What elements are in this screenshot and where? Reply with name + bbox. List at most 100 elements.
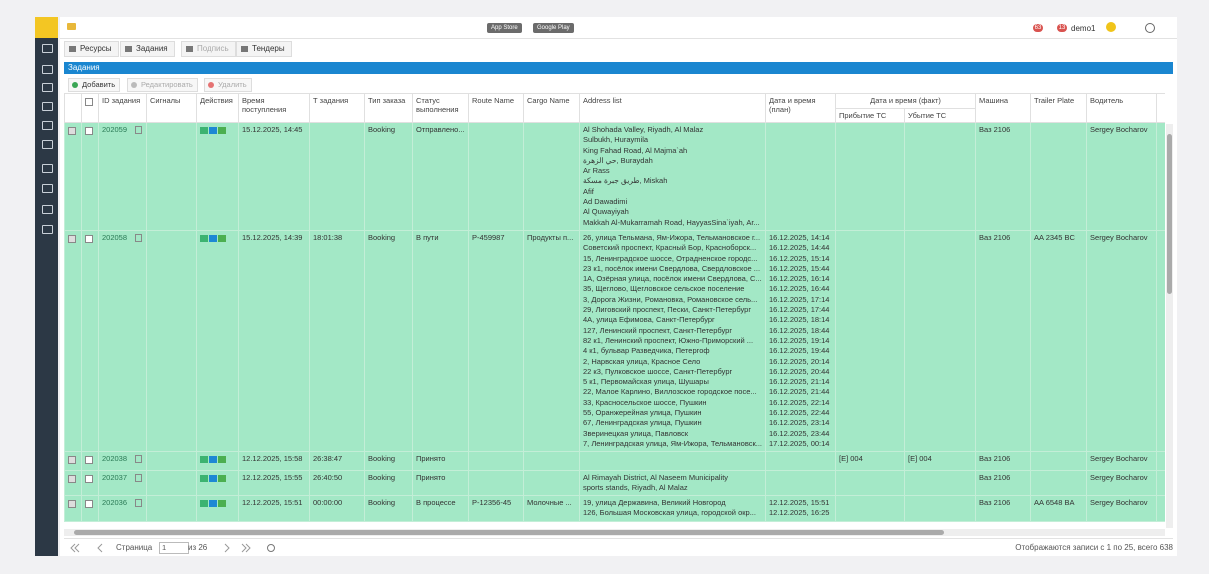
action-icon[interactable] bbox=[209, 127, 217, 134]
action-icon[interactable] bbox=[209, 500, 217, 507]
scroll-thumb[interactable] bbox=[74, 530, 944, 535]
table-row[interactable]: 20205915.12.2025, 14:45BookingОтправлено… bbox=[65, 123, 1166, 231]
column-header[interactable]: Время поступления bbox=[239, 94, 310, 123]
cell-text: Ваз 2106 bbox=[979, 125, 1010, 134]
expand-button[interactable] bbox=[68, 235, 76, 243]
action-icon[interactable] bbox=[200, 475, 208, 482]
tab[interactable]: Подпись bbox=[181, 41, 236, 57]
button-icon bbox=[208, 82, 214, 88]
table-row[interactable]: 20205815.12.2025, 14:3918:01:38BookingВ … bbox=[65, 230, 1166, 451]
column-header[interactable]: Машина bbox=[976, 94, 1031, 123]
avatar[interactable] bbox=[1106, 22, 1116, 32]
tab[interactable]: Ресурсы bbox=[64, 41, 119, 57]
action-icon[interactable] bbox=[200, 235, 208, 242]
expand-button[interactable] bbox=[68, 127, 76, 135]
status-cell: Принято bbox=[413, 452, 469, 470]
column-header[interactable]: Водитель bbox=[1087, 94, 1157, 123]
action-icon[interactable] bbox=[209, 475, 217, 482]
action-icon[interactable] bbox=[209, 235, 217, 242]
google-play-badge[interactable]: Google Play bbox=[533, 23, 574, 33]
cell-text: Sergey Bocharov bbox=[1090, 498, 1148, 507]
copy-icon[interactable] bbox=[135, 474, 142, 482]
column-header[interactable]: Т задания bbox=[310, 94, 365, 123]
checkbox-cell bbox=[82, 452, 99, 470]
checkbox[interactable] bbox=[85, 456, 93, 464]
plan-cell: 12.12.2025, 15:5112.12.2025, 16:25 bbox=[766, 496, 836, 522]
action-icon[interactable] bbox=[200, 127, 208, 134]
toolbar-button[interactable]: Редактировать bbox=[127, 78, 198, 92]
action-icon[interactable] bbox=[209, 456, 217, 463]
nav-icon[interactable] bbox=[42, 102, 53, 111]
expand-button[interactable] bbox=[68, 500, 76, 508]
checkbox[interactable] bbox=[85, 98, 93, 106]
table-row[interactable]: 20203712.12.2025, 15:5526:40:50BookingПр… bbox=[65, 470, 1166, 496]
notification-badge[interactable]: 13 bbox=[1057, 24, 1067, 32]
pager-next-last[interactable] bbox=[222, 543, 282, 553]
column-header[interactable]: Прибытие ТС bbox=[836, 108, 905, 123]
column-header[interactable]: Cargo Name bbox=[524, 94, 580, 123]
column-header[interactable]: Статус выполнения bbox=[413, 94, 469, 123]
column-header[interactable]: ID задания bbox=[99, 94, 147, 123]
trailer-cell bbox=[1031, 123, 1087, 231]
column-header[interactable]: Address list bbox=[580, 94, 766, 123]
nav-icon[interactable] bbox=[42, 65, 53, 74]
action-icon[interactable] bbox=[218, 456, 226, 463]
table-head: ID заданияСигналыДействияВремя поступлен… bbox=[65, 94, 1166, 123]
copy-icon[interactable] bbox=[135, 126, 142, 134]
checkbox[interactable] bbox=[85, 127, 93, 135]
nav-icon[interactable] bbox=[42, 121, 53, 130]
action-icon[interactable] bbox=[218, 235, 226, 242]
action-icon[interactable] bbox=[218, 475, 226, 482]
pager-first-prev[interactable] bbox=[70, 543, 110, 553]
overflow-cell bbox=[1157, 230, 1165, 451]
action-icon[interactable] bbox=[200, 456, 208, 463]
cell-line: 127, Ленинский проспект, Санкт-Петербург bbox=[583, 326, 762, 336]
nav-icon[interactable] bbox=[42, 205, 53, 214]
nav-icon[interactable] bbox=[42, 184, 53, 193]
action-icon[interactable] bbox=[218, 500, 226, 507]
column-header[interactable]: Убытие ТС bbox=[905, 108, 976, 123]
action-icon[interactable] bbox=[218, 127, 226, 134]
v-scrollbar[interactable] bbox=[1166, 124, 1173, 528]
toolbar-button[interactable]: Удалить bbox=[204, 78, 252, 92]
column-header[interactable]: Route Name bbox=[469, 94, 524, 123]
copy-icon[interactable] bbox=[135, 234, 142, 242]
column-header[interactable]: Trailer Plate bbox=[1031, 94, 1087, 123]
nav-icon[interactable] bbox=[42, 140, 53, 149]
table-row[interactable]: 20203812.12.2025, 15:5826:38:47BookingПр… bbox=[65, 452, 1166, 470]
app-store-badge[interactable]: App Store bbox=[487, 23, 522, 33]
nav-icon[interactable] bbox=[42, 225, 53, 234]
user-name[interactable]: demo1 bbox=[1071, 24, 1095, 33]
notification-badge[interactable]: 63 bbox=[1033, 24, 1043, 32]
received-cell: 15.12.2025, 14:39 bbox=[239, 230, 310, 451]
copy-icon[interactable] bbox=[135, 499, 142, 507]
nav-icon[interactable] bbox=[42, 83, 53, 92]
action-icon[interactable] bbox=[200, 500, 208, 507]
power-icon[interactable] bbox=[1145, 23, 1155, 33]
expand-cell bbox=[65, 123, 82, 231]
column-header[interactable]: Дата и время (факт) bbox=[836, 94, 976, 109]
column-header[interactable]: Сигналы bbox=[147, 94, 197, 123]
nav-icon[interactable] bbox=[42, 164, 53, 173]
page-input[interactable]: 1 bbox=[159, 542, 189, 554]
column-header[interactable]: Дата и время (план) bbox=[766, 94, 836, 123]
tab[interactable]: Задания bbox=[120, 41, 175, 57]
tab[interactable]: Тендеры bbox=[236, 41, 292, 57]
scroll-thumb[interactable] bbox=[1167, 134, 1172, 294]
checkbox[interactable] bbox=[85, 235, 93, 243]
h-scrollbar[interactable] bbox=[64, 529, 1165, 536]
nav-icon[interactable] bbox=[42, 44, 53, 53]
table-row[interactable]: 20203612.12.2025, 15:5100:00:00BookingВ … bbox=[65, 496, 1166, 522]
cell-text: В процессе bbox=[416, 498, 456, 507]
expand-button[interactable] bbox=[68, 456, 76, 464]
column-header[interactable]: Действия bbox=[197, 94, 239, 123]
toolbar-button[interactable]: Добавить bbox=[68, 78, 120, 92]
expand-button[interactable] bbox=[68, 475, 76, 483]
copy-icon[interactable] bbox=[135, 455, 142, 463]
column-header[interactable]: Тип заказа bbox=[365, 94, 413, 123]
checkbox[interactable] bbox=[85, 475, 93, 483]
cell-line: 2, Нарвская улица, Красное Село bbox=[583, 357, 762, 367]
addresses-cell: 26, улица Тельмана, Ям-Ижора, Тельмановс… bbox=[580, 230, 766, 451]
checkbox[interactable] bbox=[85, 500, 93, 508]
